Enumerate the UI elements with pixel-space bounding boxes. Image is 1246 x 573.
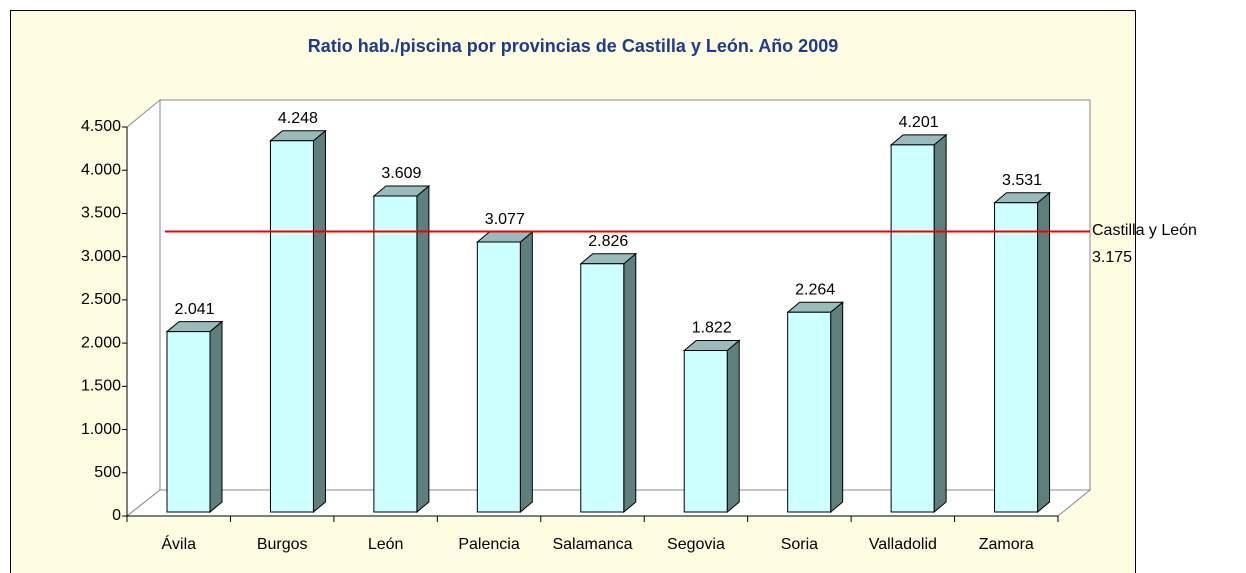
bar-front <box>166 331 211 513</box>
bar-front <box>580 263 625 513</box>
y-tick-label: 0 <box>112 507 121 524</box>
reference-label: 3.175 <box>1092 249 1132 266</box>
bar-side <box>1037 191 1051 514</box>
y-tick-label: 3.000 <box>81 248 121 265</box>
bar-side <box>830 301 844 514</box>
bar-front <box>787 311 832 513</box>
bar <box>786 301 845 514</box>
bar <box>889 133 948 514</box>
bar-side <box>726 339 740 514</box>
bar-front <box>890 144 935 513</box>
side-wall <box>126 98 161 518</box>
x-tick-label: Soria <box>781 536 818 553</box>
bar-front <box>373 195 418 513</box>
x-tick-label: Valladolid <box>869 536 937 553</box>
value-label: 3.531 <box>1002 172 1042 189</box>
value-label: 2.264 <box>795 282 835 299</box>
value-label: 4.201 <box>899 114 939 131</box>
y-tick-label: 2.500 <box>81 291 121 308</box>
bar <box>269 129 327 514</box>
bar-side <box>209 320 223 514</box>
bar-side <box>623 252 637 514</box>
reference-name: Castilla y León <box>1092 222 1197 239</box>
y-tick-label: 3.500 <box>81 205 121 222</box>
value-label: 2.826 <box>588 233 628 250</box>
bar-side <box>933 133 947 514</box>
x-tick-label: Burgos <box>257 536 308 553</box>
value-label: 3.077 <box>485 211 525 228</box>
y-tick-label: 1.500 <box>81 378 121 395</box>
bar <box>682 339 741 514</box>
bar-side <box>519 230 533 514</box>
x-tick-label: León <box>368 536 404 553</box>
y-tick-label: 1.000 <box>81 421 121 438</box>
bar-front <box>994 202 1039 513</box>
bar-side <box>312 129 326 514</box>
y-tick-label: 4.500 <box>81 118 121 135</box>
x-tick-label: Ávila <box>161 534 196 553</box>
bar-front <box>683 349 728 513</box>
value-label: 1.822 <box>692 320 732 337</box>
value-label: 4.248 <box>278 110 318 127</box>
value-label: 3.609 <box>381 165 421 182</box>
bar <box>993 191 1051 514</box>
bar <box>165 320 224 514</box>
y-tick-label: 4.000 <box>81 161 121 178</box>
y-tick-label: 500 <box>94 464 121 481</box>
x-tick-label: Palencia <box>458 536 519 553</box>
x-tick-label: Salamanca <box>552 536 632 553</box>
bar-side <box>416 184 430 514</box>
x-tick-label: Zamora <box>979 536 1034 553</box>
bar-front <box>476 241 521 513</box>
bar-front <box>269 140 314 513</box>
x-tick-label: Segovia <box>667 536 725 553</box>
value-label: 2.041 <box>174 301 214 318</box>
y-tick-label: 2.000 <box>81 334 121 351</box>
chart-title: Ratio hab./piscina por provincias de Cas… <box>308 36 838 56</box>
bar <box>475 230 534 514</box>
bar <box>372 184 431 514</box>
bar <box>579 252 638 514</box>
